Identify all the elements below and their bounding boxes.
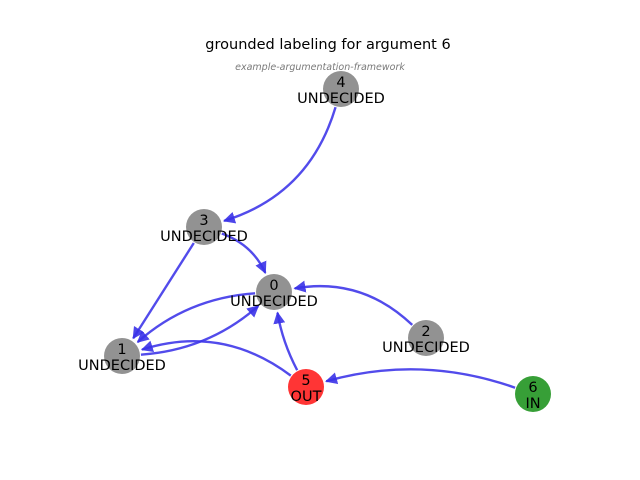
edge-3-to-1 [132,242,195,340]
node-3-circle [186,209,222,245]
node-6: 6IN [515,376,551,412]
node-1-label: UNDECIDED [78,358,166,374]
node-5-circle [288,369,324,405]
node-2-label: UNDECIDED [382,340,470,356]
node-2-id: 2 [421,324,430,340]
node-0-label: UNDECIDED [230,294,318,310]
node-6-label: IN [525,396,540,412]
edges-layer [132,106,516,389]
edge-3-to-0 [221,232,267,274]
node-6-id: 6 [528,380,537,396]
edge-5-to-0 [273,311,299,371]
node-3-label: UNDECIDED [160,229,248,245]
node-0-circle [256,274,292,310]
node-2-circle [408,320,444,356]
node-4-id: 4 [336,75,345,91]
node-4-label: UNDECIDED [297,91,385,107]
graph-title: grounded labeling for argument 6 [205,37,450,53]
nodes-layer: 0UNDECIDED1UNDECIDED2UNDECIDED3UNDECIDED… [78,71,551,412]
node-5-label: OUT [291,389,322,405]
node-1-id: 1 [117,342,126,358]
node-4-circle [323,71,359,107]
edge-5-to-1 [140,340,292,377]
node-3-id: 3 [199,213,208,229]
edge-4-to-3 [222,106,337,224]
node-0-id: 0 [269,278,278,294]
node-6-circle [515,376,551,412]
node-1-circle [104,338,140,374]
edge-1-to-0 [140,305,260,356]
node-5-id: 5 [301,373,310,389]
edge-2-to-0 [293,280,414,326]
edge-6-to-5 [325,368,516,389]
graph-subtitle: example-argumentation-framework [235,62,405,73]
edge-0-to-1 [136,292,256,343]
